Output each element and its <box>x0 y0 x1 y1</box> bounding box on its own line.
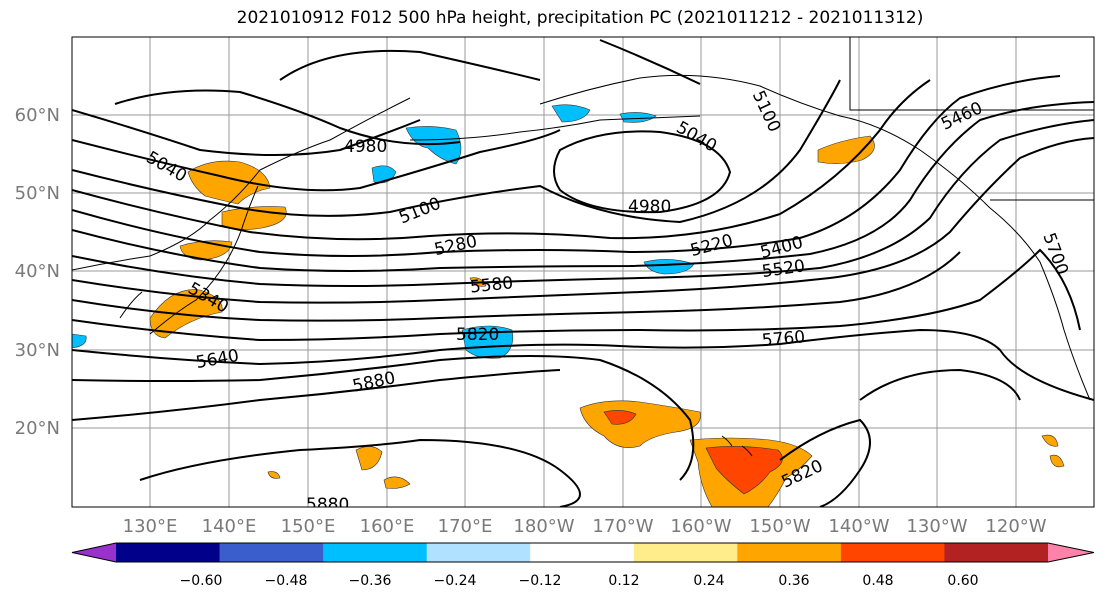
precip-negative-bering-1 <box>551 104 591 123</box>
precip-positive-kyushu <box>149 289 223 339</box>
precip-negative-kamchatka <box>405 126 462 165</box>
colorbar-tick-labels: −0.60 −0.48 −0.36 −0.24 −0.12 0.12 0.24 … <box>180 573 979 589</box>
precip-strong-hawaii-west <box>603 410 637 425</box>
contour-label: 5760 <box>761 327 806 351</box>
height-contours <box>72 39 1094 507</box>
colorbar-segment <box>116 543 221 562</box>
colorbar-segment <box>944 543 1049 562</box>
contour-label: 5580 <box>469 273 514 297</box>
lon-label: 150°W <box>749 516 810 537</box>
colorbar-segment <box>323 543 428 562</box>
lon-label: 130°E <box>123 516 178 537</box>
contour-label: 5880 <box>351 368 397 397</box>
lon-label: 160°E <box>360 516 415 537</box>
colorbar-tick-label: 0.12 <box>608 573 639 589</box>
colorbar-segment <box>219 543 324 562</box>
colorbar-segment <box>737 543 842 562</box>
contour-5880-loop <box>139 438 581 507</box>
colorbar-tick-label: −0.60 <box>180 573 223 589</box>
colorbar-tick-label: 0.24 <box>693 573 724 589</box>
colorbar-tick-label: 0.48 <box>862 573 893 589</box>
coast-north-america <box>989 207 1091 401</box>
colorbar-tick-label: 0.36 <box>778 573 809 589</box>
lon-label: 130°W <box>906 516 967 537</box>
colorbar-tick-label: −0.36 <box>349 573 392 589</box>
contour-label: 5460 <box>938 98 986 134</box>
lon-label: 140°E <box>202 516 257 537</box>
lat-labels: 60°N 50°N 40°N 30°N 20°N <box>15 105 60 439</box>
aleutians <box>409 115 701 141</box>
colorbar-tick-label: −0.12 <box>519 573 562 589</box>
coast-korea <box>119 291 143 319</box>
coast-japan <box>149 185 259 335</box>
lon-label: 180°W <box>513 516 574 537</box>
precip-strong-hawaii <box>705 446 783 495</box>
map-area: 4980 5040 5100 5280 5580 5820 5880 5640 … <box>72 37 1094 515</box>
colorbar-segment <box>633 543 738 562</box>
lon-label: 120°W <box>985 516 1046 537</box>
contour-label: 4980 <box>628 197 671 217</box>
contour-low-center <box>553 130 732 214</box>
lat-label: 20°N <box>15 418 60 439</box>
precip-positive-small-1 <box>355 446 383 471</box>
lon-labels: 130°E 140°E 150°E 160°E 170°E 180°W 170°… <box>123 516 1047 537</box>
lon-label: 170°E <box>438 516 493 537</box>
colorbar-segment <box>840 543 945 562</box>
precip-negative-bering-2 <box>619 112 657 123</box>
lat-label: 60°N <box>15 105 60 126</box>
precip-positive-gulf-alaska <box>817 135 875 164</box>
map-frame <box>71 36 1095 508</box>
lon-label: 140°W <box>828 516 889 537</box>
precip-positive-small-2 <box>383 476 411 489</box>
contour-label: 5100 <box>748 88 784 136</box>
lon-label: 150°E <box>281 516 336 537</box>
contour-high-north <box>279 39 701 85</box>
colorbar-extend-high <box>1048 543 1094 562</box>
colorbar-extend-low <box>72 543 116 562</box>
contour-label: 5220 <box>688 231 735 262</box>
precip-shading <box>72 104 1065 507</box>
colorbar-segment <box>426 543 531 562</box>
contour-label: 5820 <box>456 325 499 345</box>
colorbar <box>71 542 1095 563</box>
colorbar-tick-label: −0.24 <box>434 573 477 589</box>
colorbar-segment <box>530 543 635 562</box>
contour-label: 5100 <box>396 194 444 229</box>
coast-hawaii <box>721 435 753 457</box>
border-canada <box>849 37 1094 201</box>
colorbar-outline <box>71 542 1095 563</box>
lat-label: 50°N <box>15 183 60 204</box>
lat-label: 30°N <box>15 340 60 361</box>
colorbar-tick-label: −0.48 <box>265 573 308 589</box>
precip-negative-subtropical <box>461 325 514 359</box>
coastlines <box>72 37 1094 457</box>
coast-alaska <box>539 74 991 209</box>
precip-negative-west-edge <box>72 333 87 349</box>
precip-negative-central <box>643 259 695 275</box>
precip-positive-small-5 <box>267 471 281 479</box>
colorbar-tick-label: 0.60 <box>947 573 978 589</box>
lat-label: 40°N <box>15 261 60 282</box>
map-title: 2021010912 F012 500 hPa height, precipit… <box>236 8 924 28</box>
coast-asia <box>72 97 411 271</box>
precip-positive-small-4 <box>1049 454 1065 468</box>
precip-positive-small-3 <box>1041 434 1059 447</box>
contour-label: 4980 <box>344 137 387 157</box>
contour-label: 5880 <box>306 495 349 515</box>
contour-label: 5040 <box>673 118 720 157</box>
precip-positive-hawaii-west <box>579 400 701 448</box>
lon-label: 160°W <box>670 516 731 537</box>
lon-label: 170°W <box>592 516 653 537</box>
precip-positive-japan-north <box>187 160 271 205</box>
